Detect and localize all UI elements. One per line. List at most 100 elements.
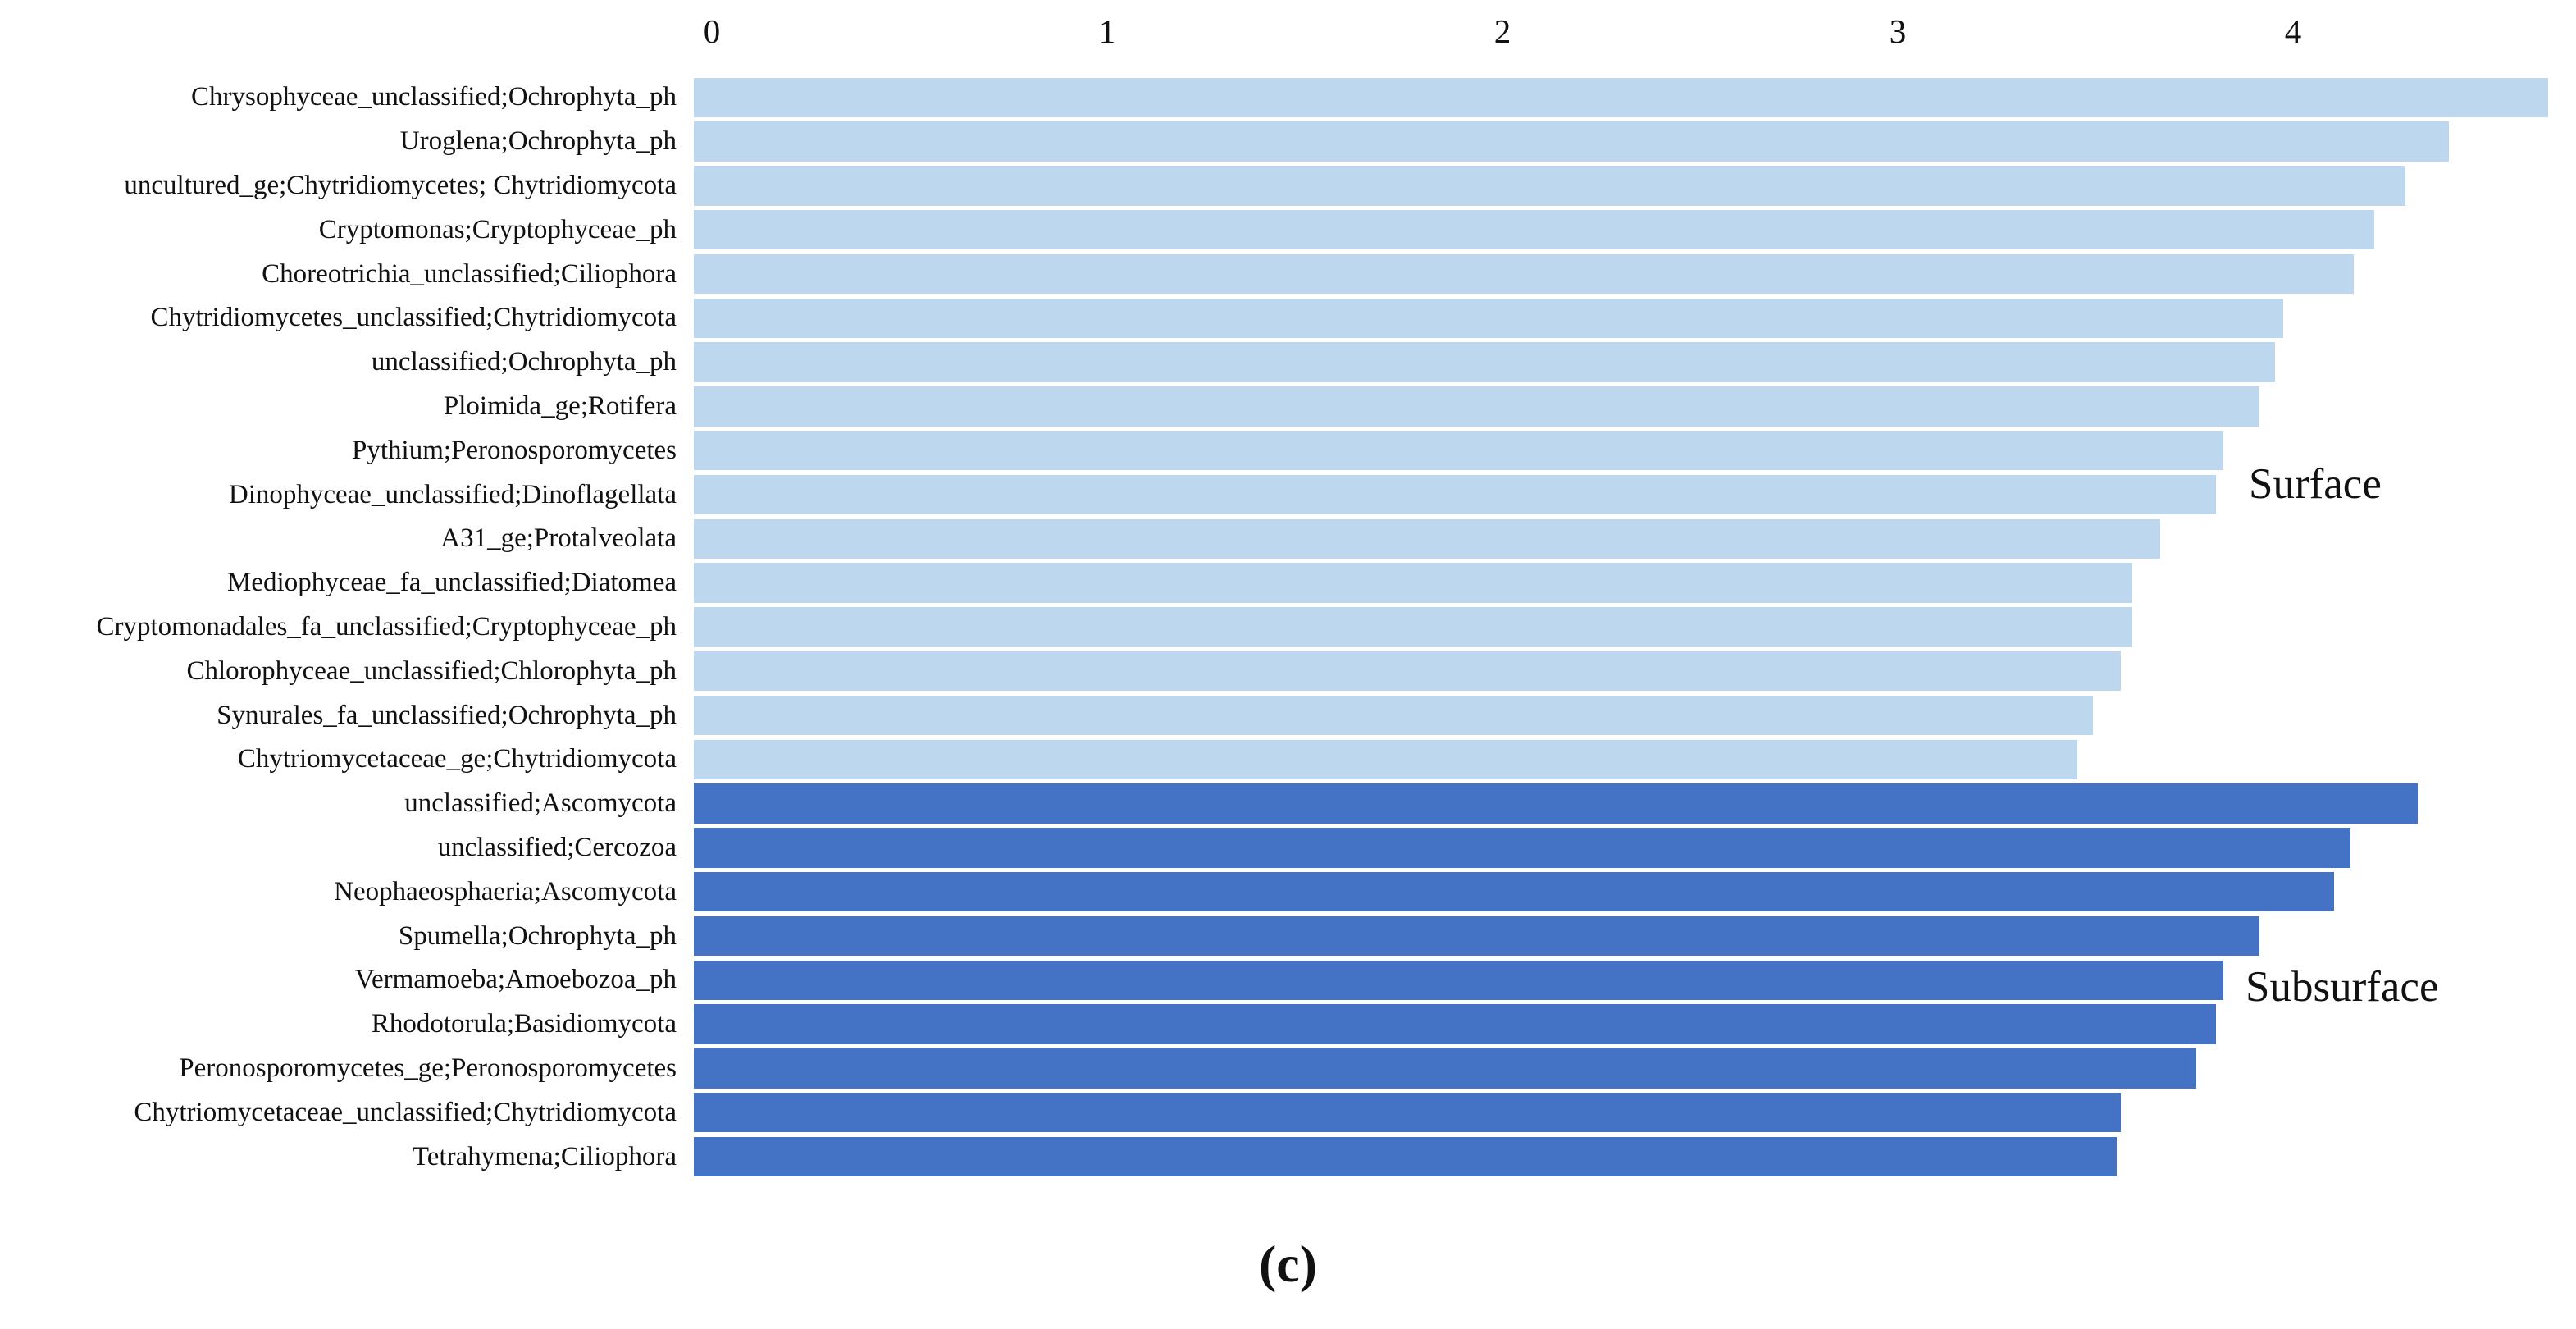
category-label: Cryptomonadales_fa_unclassified;Cryptoph…	[96, 611, 677, 642]
bar-track	[694, 252, 2576, 296]
bar-row: Ploimida_ge;Rotifera	[0, 385, 2576, 429]
lda-score-bar	[694, 1048, 2196, 1089]
bar-track	[694, 208, 2576, 252]
lda-score-bar	[694, 342, 2275, 382]
bar-row: unclassified;Ascomycota	[0, 782, 2576, 826]
bar-track	[694, 870, 2576, 914]
bar-track	[694, 649, 2576, 693]
bar-track	[694, 1002, 2576, 1047]
bar-track	[694, 958, 2576, 1002]
group-label-subsurface: Subsurface	[2245, 963, 2439, 1011]
bar-track	[694, 738, 2576, 782]
bar-track	[694, 517, 2576, 561]
category-label: Chytridiomycetes_unclassified;Chytridiom…	[150, 303, 677, 333]
lda-score-bar	[694, 607, 2133, 647]
lda-score-bar	[694, 77, 2548, 118]
bar-row: Chytriomycetaceae_ge;Chytridiomycota	[0, 738, 2576, 782]
category-label: Vermamoeba;Amoebozoa_ph	[354, 965, 677, 995]
category-label: Chlorophyceae_unclassified;Chlorophyta_p…	[186, 655, 677, 686]
bar-track	[694, 1090, 2576, 1135]
lda-score-bar	[694, 430, 2224, 471]
lda-score-bar	[694, 474, 2216, 515]
bar-row: Synurales_fa_unclassified;Ochrophyta_ph	[0, 693, 2576, 738]
category-label: Peronosporomycetes_ge;Peronosporomycetes	[179, 1053, 677, 1083]
bar-track	[694, 914, 2576, 958]
bar-track	[694, 605, 2576, 650]
bar-row: Mediophyceae_fa_unclassified;Diatomea	[0, 561, 2576, 605]
bar-track	[694, 296, 2576, 340]
bar-track	[694, 340, 2576, 385]
bar-row: Chrysophyceae_unclassified;Ochrophyta_ph	[0, 75, 2576, 120]
bar-row: unclassified;Ochrophyta_ph	[0, 340, 2576, 385]
category-label: Chytriomycetaceae_ge;Chytridiomycota	[237, 744, 677, 774]
bar-track	[694, 385, 2576, 429]
category-label: Pythium;Peronosporomycetes	[352, 435, 677, 465]
lda-score-bar	[694, 739, 2077, 780]
bar-row: Spumella;Ochrophyta_ph	[0, 914, 2576, 958]
bar-row: Chytriomycetaceae_unclassified;Chytridio…	[0, 1090, 2576, 1135]
lda-score-bar	[694, 298, 2283, 339]
lda-score-bar	[694, 916, 2259, 957]
lda-score-bar	[694, 518, 2161, 559]
bar-track	[694, 428, 2576, 473]
bar-track	[694, 782, 2576, 826]
category-label: Uroglena;Ochrophyta_ph	[399, 126, 677, 157]
category-label: Neophaeosphaeria;Ascomycota	[334, 876, 677, 907]
lda-score-bar	[694, 871, 2335, 912]
category-label: Cryptomonas;Cryptophyceae_ph	[318, 214, 677, 244]
bar-row: Chlorophyceae_unclassified;Chlorophyta_p…	[0, 649, 2576, 693]
bar-track	[694, 1135, 2576, 1179]
lda-score-bar	[694, 386, 2259, 427]
bar-row: Peronosporomycetes_ge;Peronosporomycetes	[0, 1047, 2576, 1091]
category-label: Chrysophyceae_unclassified;Ochrophyta_ph	[190, 82, 677, 112]
lda-score-bar	[694, 651, 2122, 692]
x-tick-label: 1	[1098, 12, 1116, 50]
bar-row: Dinophyceae_unclassified;Dinoflagellata	[0, 473, 2576, 517]
category-label: Tetrahymena;Ciliophora	[412, 1141, 677, 1171]
figure-caption: (c)	[1258, 1235, 1318, 1293]
bar-track	[694, 473, 2576, 517]
category-label: unclassified;Ochrophyta_ph	[371, 347, 677, 377]
category-label: Mediophyceae_fa_unclassified;Diatomea	[227, 568, 677, 598]
category-label: unclassified;Ascomycota	[404, 788, 677, 819]
bar-track	[694, 693, 2576, 738]
lda-score-bar	[694, 166, 2406, 206]
bar-row: Choreotrichia_unclassified;Ciliophora	[0, 252, 2576, 296]
category-label: Choreotrichia_unclassified;Ciliophora	[262, 258, 677, 289]
bar-row: unclassified;Cercozoa	[0, 826, 2576, 870]
plot-area: Chrysophyceae_unclassified;Ochrophyta_ph…	[0, 75, 2576, 1179]
bar-row: uncultured_ge;Chytridiomycetes; Chytridi…	[0, 164, 2576, 208]
category-label: Synurales_fa_unclassified;Ochrophyta_ph	[217, 700, 677, 730]
lda-score-bar	[694, 121, 2450, 162]
category-label: Spumella;Ochrophyta_ph	[398, 920, 677, 951]
bar-row: Uroglena;Ochrophyta_ph	[0, 120, 2576, 164]
bar-track	[694, 164, 2576, 208]
bar-track	[694, 1047, 2576, 1091]
x-tick-label: 3	[1889, 12, 1907, 50]
x-axis: 0 1 2 3 4	[0, 0, 2576, 74]
bar-row: Cryptomonadales_fa_unclassified;Cryptoph…	[0, 605, 2576, 650]
lda-score-bar	[694, 695, 2094, 736]
bar-track	[694, 120, 2576, 164]
category-label: Chytriomycetaceae_unclassified;Chytridio…	[134, 1097, 677, 1127]
x-tick-label: 0	[703, 12, 721, 50]
bar-row: Tetrahymena;Ciliophora	[0, 1135, 2576, 1179]
lda-score-bar	[694, 209, 2374, 250]
lda-score-bar	[694, 253, 2355, 295]
lda-score-bar	[694, 1004, 2216, 1044]
group-label-surface: Surface	[2249, 460, 2382, 508]
category-label: unclassified;Cercozoa	[437, 832, 677, 862]
lda-score-bar	[694, 1136, 2118, 1177]
lda-score-bar	[694, 828, 2350, 868]
bar-row: Rhodotorula;Basidiomycota	[0, 1002, 2576, 1047]
category-label: Dinophyceae_unclassified;Dinoflagellata	[228, 479, 677, 509]
lda-score-bar	[694, 1092, 2122, 1133]
bar-row: Neophaeosphaeria;Ascomycota	[0, 870, 2576, 914]
bar-track	[694, 561, 2576, 605]
bar-row: Chytridiomycetes_unclassified;Chytridiom…	[0, 296, 2576, 340]
category-label: uncultured_ge;Chytridiomycetes; Chytridi…	[124, 170, 677, 200]
bar-track	[694, 75, 2576, 120]
category-label: A31_ge;Protalveolata	[440, 523, 677, 554]
bar-row: Pythium;Peronosporomycetes	[0, 428, 2576, 473]
